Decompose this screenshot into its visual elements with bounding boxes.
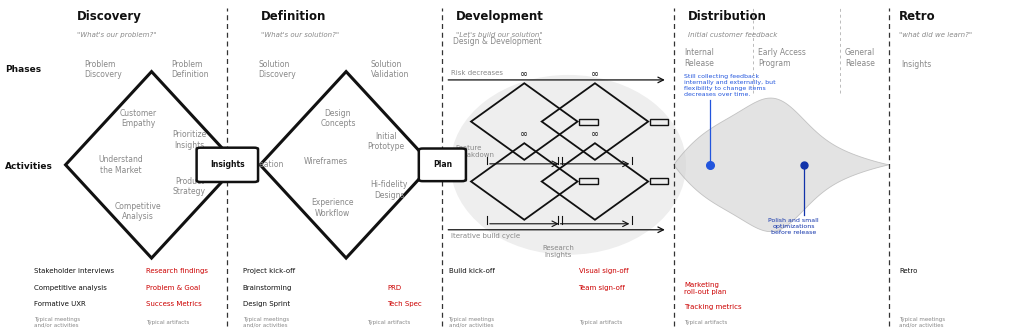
Text: Research findings: Research findings bbox=[146, 268, 209, 274]
Text: Visual sign-off: Visual sign-off bbox=[579, 268, 628, 274]
Text: Research
Insights: Research Insights bbox=[542, 245, 574, 258]
Text: Retro: Retro bbox=[899, 10, 936, 23]
Text: Phases: Phases bbox=[5, 65, 41, 75]
Text: Typical meetings
and/or activities: Typical meetings and/or activities bbox=[899, 317, 945, 328]
Text: Early Access
Program: Early Access Program bbox=[758, 48, 806, 68]
Text: Solution
Discovery: Solution Discovery bbox=[258, 60, 296, 79]
Text: Solution
Validation: Solution Validation bbox=[371, 60, 409, 79]
Text: Definition: Definition bbox=[261, 10, 327, 23]
Text: "What's our solution?": "What's our solution?" bbox=[261, 32, 339, 38]
Text: Tech Spec: Tech Spec bbox=[387, 301, 422, 307]
Text: PRD: PRD bbox=[387, 285, 401, 291]
Text: Insights: Insights bbox=[901, 60, 932, 69]
Text: Activities: Activities bbox=[5, 162, 53, 171]
Text: Development: Development bbox=[456, 10, 544, 23]
Text: Stakeholder interviews: Stakeholder interviews bbox=[34, 268, 114, 274]
Text: Discovery: Discovery bbox=[77, 10, 141, 23]
Text: ∞: ∞ bbox=[520, 129, 528, 139]
Text: ∞: ∞ bbox=[591, 129, 599, 139]
Text: Typical artifacts: Typical artifacts bbox=[367, 320, 410, 325]
Ellipse shape bbox=[451, 75, 686, 255]
Text: Customer
Empathy: Customer Empathy bbox=[120, 109, 157, 128]
Text: "what did we learn?": "what did we learn?" bbox=[899, 32, 972, 38]
Text: Initial
Prototype: Initial Prototype bbox=[368, 132, 404, 151]
Polygon shape bbox=[674, 98, 889, 232]
Text: Success Metrics: Success Metrics bbox=[146, 301, 202, 307]
Text: Project kick-off: Project kick-off bbox=[243, 268, 295, 274]
Text: Internal
Release: Internal Release bbox=[684, 48, 714, 68]
Text: Insights: Insights bbox=[210, 160, 245, 169]
FancyBboxPatch shape bbox=[419, 149, 466, 181]
Text: Initial customer feedback: Initial customer feedback bbox=[688, 32, 777, 38]
Text: Still collecting feedback
internally and externally, but
flexibility to change i: Still collecting feedback internally and… bbox=[684, 74, 775, 97]
Text: Experience
Workflow: Experience Workflow bbox=[311, 198, 354, 218]
Text: "Let's build our solution": "Let's build our solution" bbox=[456, 32, 543, 38]
Text: Problem & Goal: Problem & Goal bbox=[146, 285, 201, 291]
Text: Marketing
roll-out plan: Marketing roll-out plan bbox=[684, 281, 727, 295]
Text: Wireframes: Wireframes bbox=[303, 157, 348, 166]
Text: Product
Strategy: Product Strategy bbox=[173, 177, 206, 196]
Text: Risk decreases: Risk decreases bbox=[451, 70, 503, 76]
Text: Hi-fidelity
Designs: Hi-fidelity Designs bbox=[371, 180, 408, 199]
Text: Tracking metrics: Tracking metrics bbox=[684, 304, 741, 310]
FancyBboxPatch shape bbox=[197, 148, 258, 182]
Text: Build kick-off: Build kick-off bbox=[449, 268, 495, 274]
Text: Design Sprint: Design Sprint bbox=[243, 301, 290, 307]
Text: Typical artifacts: Typical artifacts bbox=[146, 320, 189, 325]
Text: Iterative build cycle: Iterative build cycle bbox=[451, 233, 520, 239]
Text: Understand
the Market: Understand the Market bbox=[98, 155, 143, 174]
Text: Feature
Breakdown: Feature Breakdown bbox=[456, 145, 495, 158]
Text: Competitive analysis: Competitive analysis bbox=[34, 285, 106, 291]
Text: Distribution: Distribution bbox=[688, 10, 767, 23]
Text: Prioritize
Insights: Prioritize Insights bbox=[172, 130, 207, 150]
Text: Typical meetings
and/or activities: Typical meetings and/or activities bbox=[449, 317, 495, 328]
Text: Typical artifacts: Typical artifacts bbox=[579, 320, 622, 325]
Text: Design & Development: Design & Development bbox=[453, 37, 542, 46]
Text: Brainstorming: Brainstorming bbox=[243, 285, 292, 291]
Text: Problem
Definition: Problem Definition bbox=[171, 60, 209, 79]
Text: Ideation: Ideation bbox=[253, 160, 284, 169]
Text: Formative UXR: Formative UXR bbox=[34, 301, 86, 307]
Text: Polish and small
optimizations
before release: Polish and small optimizations before re… bbox=[768, 218, 819, 235]
Text: Plan: Plan bbox=[433, 160, 452, 169]
Text: Typical artifacts: Typical artifacts bbox=[684, 320, 727, 325]
Text: Design
Concepts: Design Concepts bbox=[321, 109, 355, 128]
Text: Competitive
Analysis: Competitive Analysis bbox=[115, 202, 162, 221]
Text: Team sign-off: Team sign-off bbox=[579, 285, 626, 291]
Text: Problem
Discovery: Problem Discovery bbox=[84, 60, 122, 79]
Text: Typical meetings
and/or activities: Typical meetings and/or activities bbox=[243, 317, 289, 328]
Text: ∞: ∞ bbox=[591, 69, 599, 79]
Text: Typical meetings
and/or activities: Typical meetings and/or activities bbox=[34, 317, 80, 328]
Text: Retro: Retro bbox=[899, 268, 918, 274]
Text: "What's our problem?": "What's our problem?" bbox=[77, 32, 157, 38]
Text: General
Release: General Release bbox=[845, 48, 876, 68]
Text: ∞: ∞ bbox=[520, 69, 528, 79]
